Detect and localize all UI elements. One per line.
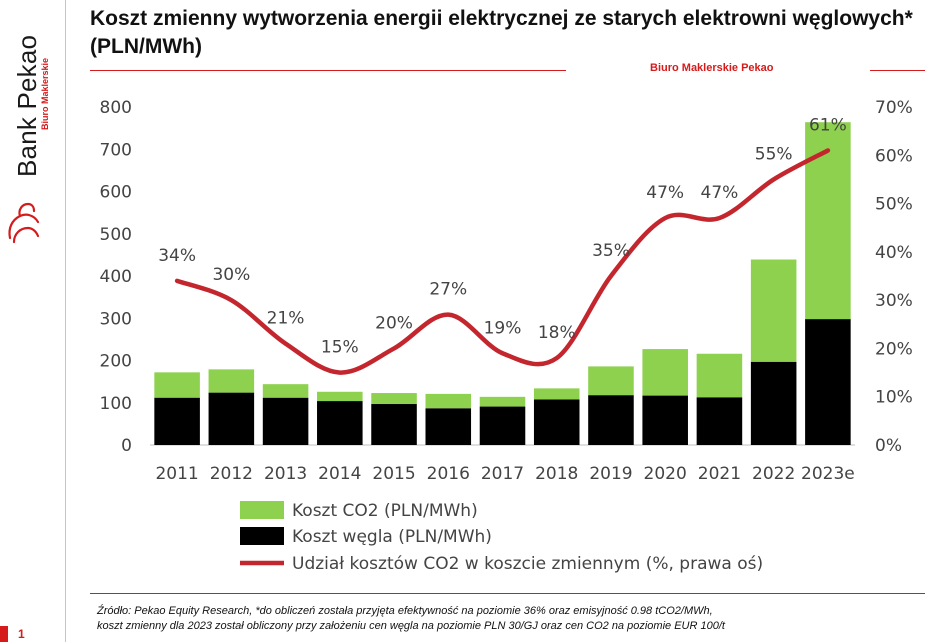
slide-accent-bar bbox=[0, 626, 8, 642]
chart-area: 0 100 200 300 400 500 600 700 800 0% 10% 20% 30% 40% 5… bbox=[90, 90, 925, 580]
x-tick-label: 2023e bbox=[801, 464, 855, 484]
bar-coal-cost bbox=[805, 319, 851, 445]
co2-share-data-label: 19% bbox=[484, 318, 522, 338]
co2-share-data-label: 47% bbox=[646, 183, 684, 203]
x-tick-label: 2021 bbox=[698, 464, 741, 484]
source-label: Biuro Maklerskie Pekao bbox=[650, 62, 774, 74]
legend-swatch-co2 bbox=[240, 501, 284, 519]
y-right-tick-label: 70% bbox=[875, 98, 913, 118]
y-right-tick-label: 50% bbox=[875, 195, 913, 215]
bar-co2-cost bbox=[588, 366, 634, 396]
bar-co2-cost bbox=[371, 393, 417, 405]
x-tick-label: 2011 bbox=[155, 464, 198, 484]
y-left-tick-label: 600 bbox=[100, 183, 132, 203]
legend-entry: Udział kosztów CO2 w koszcie zmiennym (%… bbox=[292, 554, 763, 574]
x-tick-label: 2014 bbox=[318, 464, 361, 484]
x-tick-label: 2016 bbox=[427, 464, 470, 484]
y-left-tick-label: 500 bbox=[100, 225, 132, 245]
brand-block: Bank Pekao Biuro Maklerskie bbox=[12, 17, 50, 177]
y-left-tick-label: 200 bbox=[100, 352, 132, 372]
co2-share-line bbox=[174, 148, 831, 375]
x-tick-label: 2013 bbox=[264, 464, 307, 484]
x-tick-label: 2012 bbox=[210, 464, 253, 484]
bar-coal-cost bbox=[696, 397, 743, 445]
pekao-bison-icon bbox=[4, 198, 44, 251]
title-rule bbox=[90, 70, 566, 71]
y-right-tick-label: 30% bbox=[875, 291, 913, 311]
bar-coal-cost bbox=[154, 397, 200, 445]
x-tick-label: 2017 bbox=[481, 464, 524, 484]
y-right-tick-label: 20% bbox=[875, 339, 913, 359]
legend-swatch-coal bbox=[240, 527, 284, 545]
legend-entry: Koszt CO2 (PLN/MWh) bbox=[292, 501, 478, 521]
y-left-tick-label: 800 bbox=[100, 98, 132, 118]
bar-co2-cost bbox=[750, 259, 797, 362]
bar-coal-cost bbox=[479, 406, 526, 445]
bar-co2-cost bbox=[533, 388, 580, 400]
bar-co2-cost bbox=[805, 122, 851, 320]
y-left-tick-label: 300 bbox=[100, 309, 132, 329]
bar-co2-cost bbox=[208, 369, 255, 393]
legend-entry: Koszt węgla (PLN/MWh) bbox=[292, 527, 492, 547]
x-tick-label: 2022 bbox=[752, 464, 795, 484]
y-right-tick-label: 60% bbox=[875, 146, 913, 166]
y-right-tick-label: 0% bbox=[875, 436, 902, 456]
chart-title: Koszt zmienny wytworzenia energii elektr… bbox=[90, 7, 913, 58]
slide-number: 1 bbox=[18, 627, 25, 641]
y-left-tick-label: 700 bbox=[100, 140, 132, 160]
y-left-tick-label: 400 bbox=[100, 267, 132, 287]
side-divider bbox=[65, 0, 66, 642]
bar-co2-cost bbox=[642, 349, 688, 396]
y-left-tick-label: 100 bbox=[100, 394, 132, 414]
brand-name: Bank Pekao bbox=[12, 34, 42, 177]
y-right-tick-label: 40% bbox=[875, 243, 913, 263]
footnote-rule bbox=[90, 593, 925, 594]
bar-coal-cost bbox=[371, 404, 417, 445]
x-tick-label: 2019 bbox=[589, 464, 632, 484]
bar-coal-cost bbox=[317, 401, 363, 445]
x-tick-label: 2020 bbox=[644, 464, 687, 484]
bar-co2-cost bbox=[479, 396, 526, 407]
co2-share-data-label: 35% bbox=[592, 241, 630, 261]
footnote-line-2: koszt zmienny dla 2023 został obliczony … bbox=[97, 620, 725, 632]
bar-co2-cost bbox=[425, 393, 472, 409]
title-rule-right bbox=[870, 70, 925, 71]
x-tick-label: 2015 bbox=[372, 464, 415, 484]
co2-share-data-label: 27% bbox=[429, 280, 467, 300]
co2-share-data-label: 34% bbox=[158, 246, 196, 266]
bar-co2-cost bbox=[154, 372, 200, 398]
co2-share-data-label: 18% bbox=[538, 323, 576, 343]
bar-coal-cost bbox=[425, 408, 472, 445]
y-right-tick-label: 10% bbox=[875, 388, 913, 408]
footnote-line-1: Źródło: Pekao Equity Research, *do oblic… bbox=[97, 605, 713, 617]
bar-coal-cost bbox=[750, 361, 797, 445]
y-left-tick-label: 0 bbox=[121, 436, 132, 456]
co2-share-data-label: 21% bbox=[267, 309, 305, 329]
bar-coal-cost bbox=[533, 399, 580, 445]
co2-share-data-label: 20% bbox=[375, 313, 413, 333]
co2-share-data-label: 61% bbox=[809, 115, 847, 135]
bar-coal-cost bbox=[642, 395, 688, 445]
footnote: Źródło: Pekao Equity Research, *do oblic… bbox=[97, 604, 917, 634]
bar-coal-cost bbox=[208, 392, 255, 445]
bar-co2-cost bbox=[317, 391, 363, 402]
co2-share-data-label: 55% bbox=[755, 144, 793, 164]
brand-subtitle: Biuro Maklerskie bbox=[40, 57, 50, 130]
bar-co2-cost bbox=[262, 384, 309, 398]
bar-coal-cost bbox=[262, 397, 309, 445]
co2-share-data-label: 47% bbox=[701, 183, 739, 203]
co2-share-data-label: 30% bbox=[212, 265, 250, 285]
co2-share-data-label: 15% bbox=[321, 338, 359, 358]
x-tick-label: 2018 bbox=[535, 464, 578, 484]
bar-coal-cost bbox=[588, 395, 634, 445]
bar-co2-cost bbox=[696, 353, 743, 398]
combo-chart: 0 100 200 300 400 500 600 700 800 0% 10% 20% 30% 40% 5… bbox=[100, 98, 913, 574]
